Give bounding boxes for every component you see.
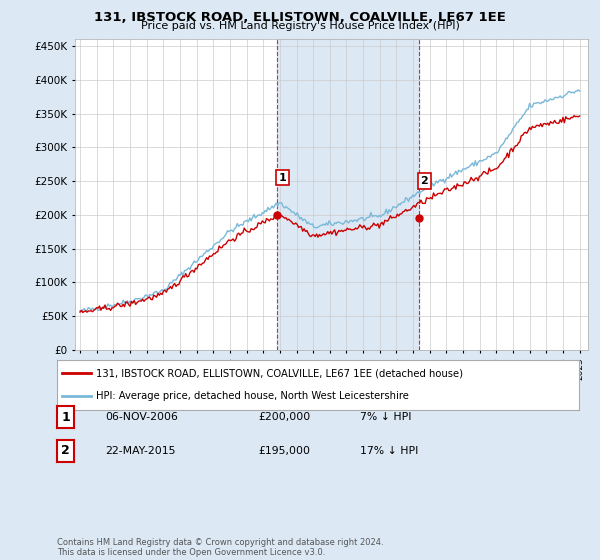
Text: £200,000: £200,000 [258, 412, 310, 422]
Text: 131, IBSTOCK ROAD, ELLISTOWN, COALVILLE, LE67 1EE: 131, IBSTOCK ROAD, ELLISTOWN, COALVILLE,… [94, 11, 506, 24]
Text: Price paid vs. HM Land Registry's House Price Index (HPI): Price paid vs. HM Land Registry's House … [140, 21, 460, 31]
Text: 7% ↓ HPI: 7% ↓ HPI [360, 412, 412, 422]
Text: 2: 2 [421, 176, 428, 186]
Bar [277, 39, 419, 350]
Text: 1: 1 [278, 172, 286, 183]
Text: 1: 1 [61, 410, 70, 424]
Text: Contains HM Land Registry data © Crown copyright and database right 2024.
This d: Contains HM Land Registry data © Crown c… [57, 538, 383, 557]
Text: 131, IBSTOCK ROAD, ELLISTOWN, COALVILLE, LE67 1EE (detached house): 131, IBSTOCK ROAD, ELLISTOWN, COALVILLE,… [96, 368, 463, 378]
Text: HPI: Average price, detached house, North West Leicestershire: HPI: Average price, detached house, Nort… [96, 391, 409, 402]
Text: £195,000: £195,000 [258, 446, 310, 456]
Text: 06-NOV-2006: 06-NOV-2006 [105, 412, 178, 422]
Text: 2: 2 [61, 444, 70, 458]
Text: 22-MAY-2015: 22-MAY-2015 [105, 446, 176, 456]
Text: 17% ↓ HPI: 17% ↓ HPI [360, 446, 418, 456]
